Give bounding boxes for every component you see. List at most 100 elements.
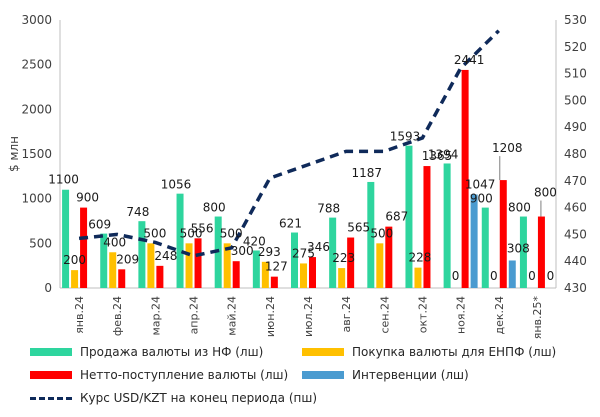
data-label: 1047 <box>465 177 496 191</box>
legend-swatch-nf <box>30 348 72 356</box>
y-tick-label: 1500 <box>21 147 52 161</box>
bar <box>367 181 375 288</box>
legend-item-net: Нетто-поступление валюты (лш) <box>30 368 288 382</box>
legend-item-interv: Интервенции (лш) <box>302 368 469 382</box>
x-tick-label: янв.25* <box>531 296 544 340</box>
data-label: 2441 <box>454 53 485 67</box>
data-label: 500 <box>220 226 243 240</box>
data-label: 293 <box>258 245 281 259</box>
bar <box>414 267 422 288</box>
data-label: 788 <box>317 202 340 216</box>
data-label: 565 <box>347 221 370 235</box>
chart-plot: 0500100015002000250030004304404504604704… <box>7 13 587 340</box>
data-label: 0 <box>547 269 555 283</box>
bar <box>194 238 202 288</box>
x-tick-label: окт.24 <box>416 296 429 333</box>
x-tick-label: июн.24 <box>264 296 277 337</box>
y-tick-label: 500 <box>29 236 52 250</box>
legend-swatch-net <box>30 371 72 379</box>
bar <box>347 237 355 288</box>
rate-line <box>78 29 500 258</box>
y-tick-label: 1000 <box>21 192 52 206</box>
bar <box>80 207 88 288</box>
data-label: 248 <box>154 249 177 263</box>
legend-item-rate: Курс USD/KZT на конец периода (пш) <box>30 391 317 405</box>
legend-label-interv: Интервенции (лш) <box>352 368 469 382</box>
data-label: 500 <box>143 226 166 240</box>
data-label: 300 <box>231 244 254 258</box>
y2-tick-label: 520 <box>564 40 587 54</box>
bar <box>499 180 507 288</box>
bar <box>461 69 469 288</box>
data-label: 275 <box>292 246 315 260</box>
bar <box>519 216 527 288</box>
bar <box>270 276 278 288</box>
legend-label-rate: Курс USD/KZT на конец периода (пш) <box>80 391 318 405</box>
data-label: 400 <box>103 235 126 249</box>
bar <box>138 221 146 288</box>
y2-tick-label: 480 <box>564 147 587 161</box>
data-label: 500 <box>370 226 393 240</box>
x-tick-label: мар.24 <box>149 296 162 336</box>
legend-swatch-interv <box>302 371 344 379</box>
data-label: 209 <box>116 252 139 266</box>
legend-item-nf: Продажа валюты из НФ (лш) <box>30 345 263 359</box>
data-label: 621 <box>279 217 302 231</box>
y2-tick-label: 460 <box>564 201 587 215</box>
data-label: 800 <box>508 201 531 215</box>
bar <box>185 243 193 288</box>
zero-label: 0 <box>452 269 460 283</box>
data-label: 687 <box>385 210 408 224</box>
x-tick-label: авг.24 <box>340 296 353 333</box>
data-label: 500 <box>180 226 203 240</box>
x-tick-label: фев.24 <box>111 296 124 336</box>
y-tick-label: 2500 <box>21 58 52 72</box>
legend-swatch-rate <box>30 396 72 400</box>
legend-label-enpf: Покупка валюты для ЕНПФ (лш) <box>352 345 557 359</box>
bar <box>508 260 516 288</box>
x-tick-label: дек.24 <box>493 296 506 335</box>
y-axis-label: $ млн <box>7 136 21 172</box>
data-label: 900 <box>470 192 493 206</box>
data-label: 223 <box>332 251 355 265</box>
x-tick-label: ноя.24 <box>455 296 468 334</box>
data-label: 346 <box>307 240 330 254</box>
data-label: 1394 <box>428 147 459 161</box>
bar <box>376 243 384 288</box>
data-label: 1056 <box>161 178 192 192</box>
bar <box>118 269 126 288</box>
x-tick-label: янв.24 <box>73 296 86 334</box>
data-label: 308 <box>507 241 530 255</box>
y2-tick-label: 470 <box>564 174 587 188</box>
zero-label: 0 <box>490 269 498 283</box>
data-label: 800 <box>203 201 226 215</box>
data-label: 1100 <box>48 173 79 187</box>
data-label: 200 <box>63 253 86 267</box>
y2-tick-label: 530 <box>564 13 587 27</box>
bar <box>252 250 260 288</box>
bar <box>100 233 108 288</box>
bar <box>338 268 346 288</box>
data-label: 800 <box>534 186 557 200</box>
bar <box>223 243 231 288</box>
bar <box>309 257 316 288</box>
y2-tick-label: 510 <box>564 67 587 81</box>
y-tick-label: 3000 <box>21 13 52 27</box>
bar <box>405 145 413 288</box>
bar <box>537 216 545 288</box>
data-label: 127 <box>265 260 288 274</box>
data-label: 1208 <box>492 141 523 155</box>
bar <box>385 226 393 288</box>
bar <box>300 263 307 288</box>
bar <box>423 166 431 288</box>
y2-tick-label: 500 <box>564 93 587 107</box>
bar <box>71 270 79 288</box>
bar <box>291 232 298 288</box>
x-tick-label: апр.24 <box>188 296 201 334</box>
bar <box>443 163 451 288</box>
data-label: 900 <box>76 191 99 205</box>
data-label: 748 <box>126 205 149 219</box>
bar <box>62 189 70 288</box>
bar <box>261 261 269 288</box>
